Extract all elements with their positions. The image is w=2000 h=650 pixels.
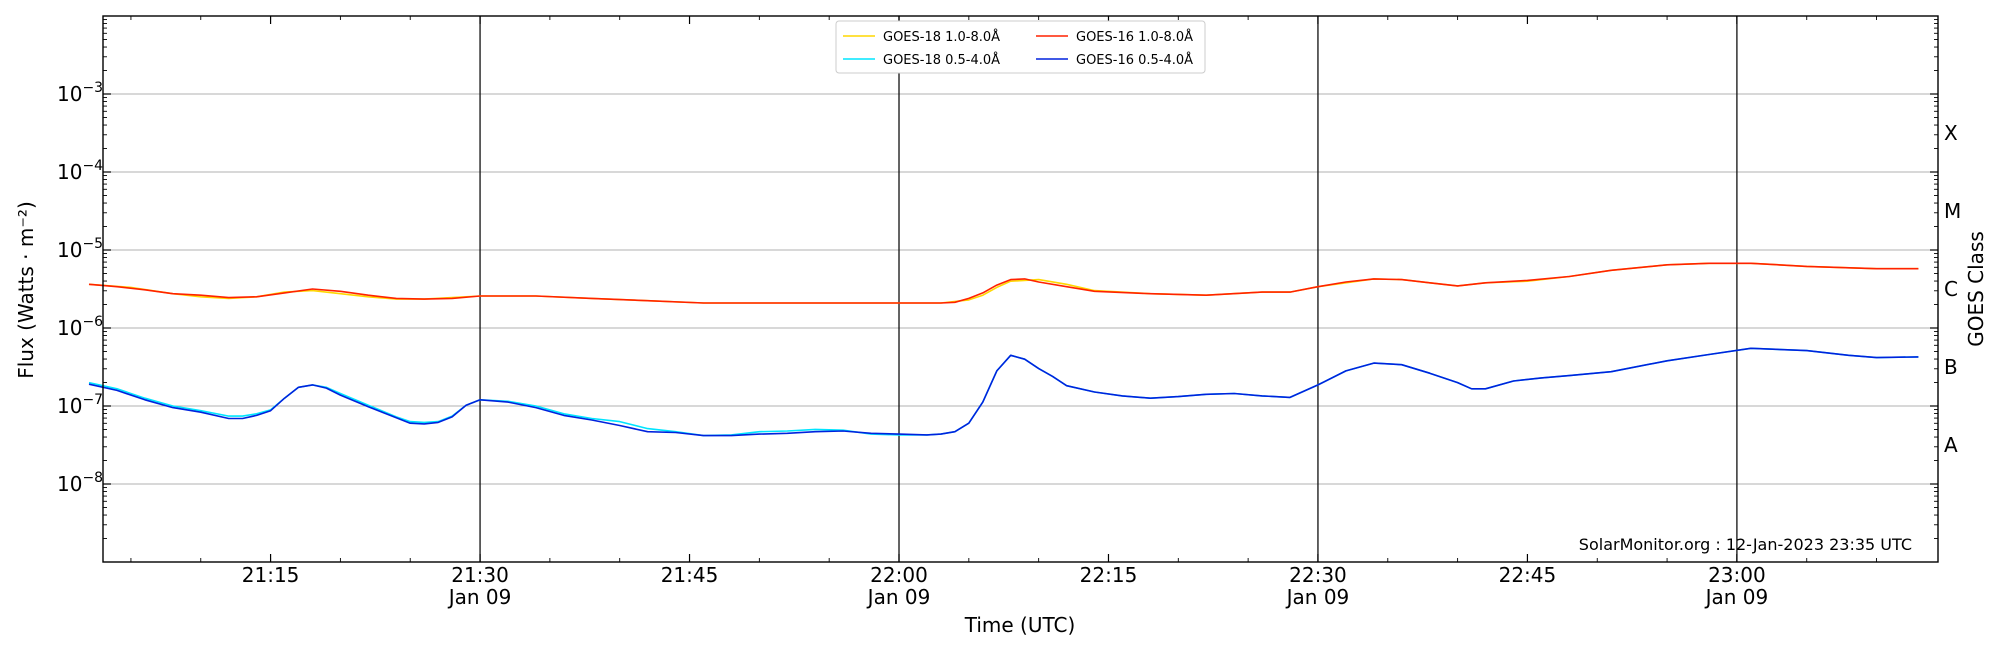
credit-text: SolarMonitor.org : 12-Jan-2023 23:35 UTC	[1579, 535, 1912, 554]
legend: GOES-18 1.0-8.0Å GOES-18 0.5-4.0Å GOES-16 …	[835, 20, 1206, 74]
y-tick-label: 10−8	[57, 470, 103, 496]
y-tick-label: 10−6	[57, 314, 103, 340]
right-axis-title: GOES Class	[1964, 231, 1988, 347]
legend-label: GOES-16 0.5-4.0Å	[1076, 52, 1193, 68]
x-tick-label: 22:30	[1289, 563, 1347, 587]
x-tick-label: 21:45	[661, 563, 719, 587]
series-line	[88, 262, 1919, 304]
legend-label: GOES-16 1.0-8.0Å	[1076, 29, 1193, 45]
goes-class-label: A	[1944, 433, 1958, 457]
y-tick-label: 10−4	[57, 158, 103, 184]
x-tick-date-label: Jan 09	[1704, 585, 1769, 609]
y-axis-ticks: 10−3 10−4 10−5 10−6 10−7 10−8	[57, 19, 1938, 539]
x-tick-date-label: Jan 09	[866, 585, 931, 609]
goes-class-label: M	[1944, 199, 1961, 223]
legend-label: GOES-18 1.0-8.0Å	[883, 29, 1000, 45]
data-series	[88, 262, 1919, 437]
y-tick-label: 10−5	[57, 236, 103, 262]
goes-class-label: X	[1944, 121, 1958, 145]
y-tick-label: 10−7	[57, 392, 103, 418]
x-tick-label: 21:30	[451, 563, 509, 587]
x-tick-label: 22:45	[1499, 563, 1557, 587]
x-axis-title: Time (UTC)	[964, 613, 1076, 637]
series-line	[88, 347, 1919, 437]
x-tick-label: 23:00	[1708, 563, 1766, 587]
goes-class-labels: X M C B A	[1944, 121, 1961, 457]
day-marker-lines	[479, 16, 1738, 562]
y-axis-title: Flux (Watts · m⁻²)	[14, 201, 38, 379]
legend-box	[835, 20, 1206, 74]
grid-lines	[103, 93, 1938, 485]
goes-class-label: B	[1944, 355, 1958, 379]
x-tick-label: 22:15	[1080, 563, 1138, 587]
plot-frame	[102, 15, 1939, 563]
goes-class-label: C	[1944, 277, 1958, 301]
legend-label: GOES-18 0.5-4.0Å	[883, 52, 1000, 68]
x-tick-date-label: Jan 09	[1285, 585, 1350, 609]
x-tick-label: 21:15	[242, 563, 300, 587]
y-tick-label: 10−3	[57, 80, 103, 106]
x-tick-date-label: Jan 09	[447, 585, 512, 609]
x-tick-label: 22:00	[870, 563, 928, 587]
